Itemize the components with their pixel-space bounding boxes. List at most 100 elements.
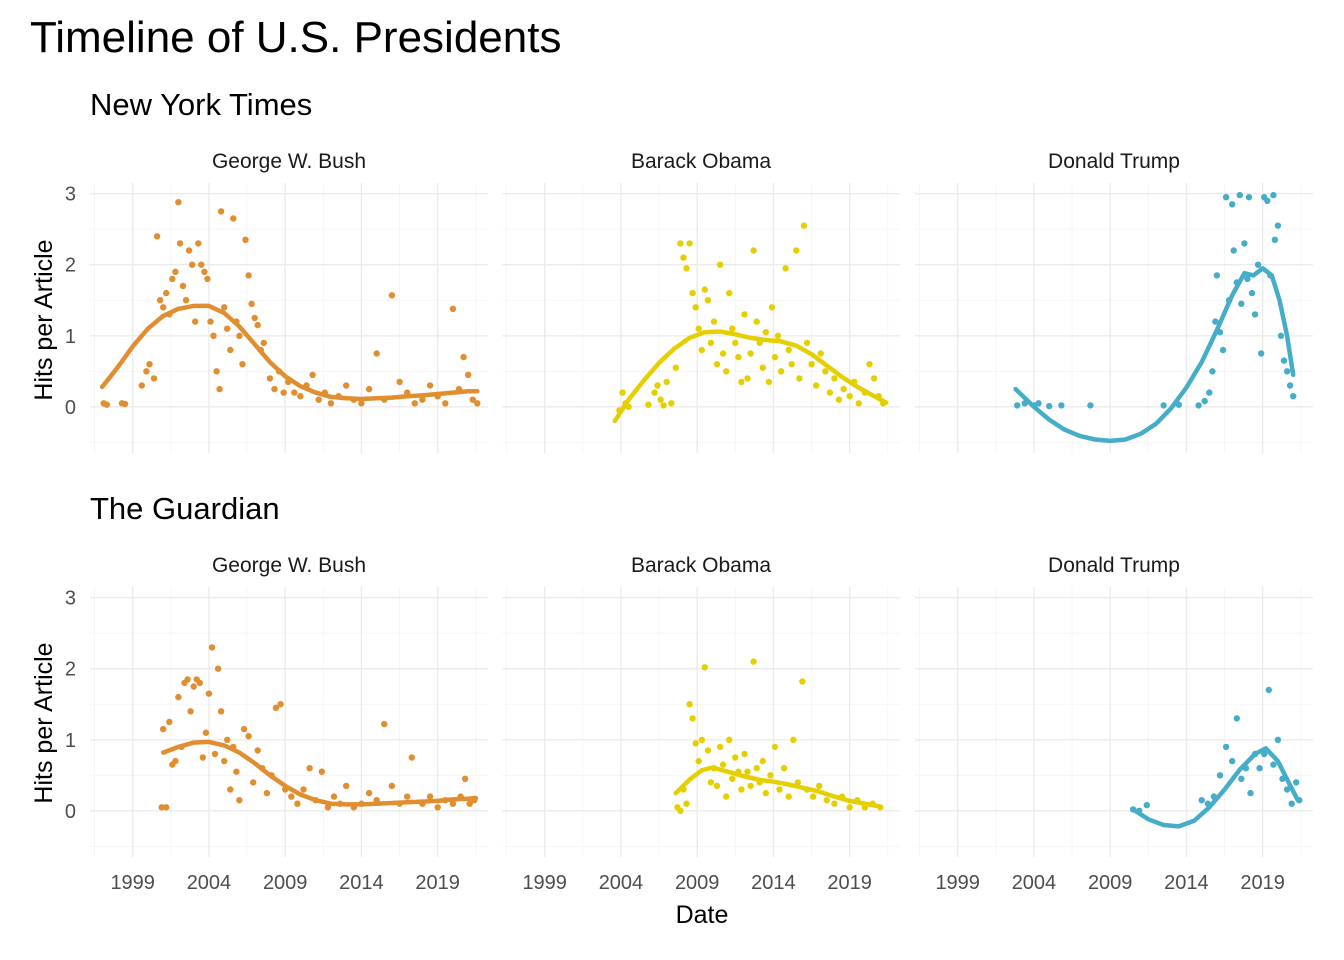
data-point — [227, 786, 234, 793]
data-point — [163, 289, 170, 297]
data-point — [192, 318, 199, 325]
data-point — [179, 282, 187, 290]
data-point — [224, 736, 231, 743]
data-point — [1046, 402, 1053, 410]
data-point — [1230, 247, 1237, 254]
data-point — [1283, 786, 1291, 793]
data-point — [461, 775, 469, 782]
y-axis-title-guardian: Hits per Article — [30, 642, 58, 803]
data-point — [800, 222, 808, 229]
data-point — [846, 804, 853, 811]
data-point — [1216, 772, 1224, 779]
data-point — [716, 743, 724, 751]
data-point — [1238, 300, 1245, 307]
data-point — [762, 329, 769, 336]
data-point — [1222, 743, 1230, 751]
data-point — [254, 747, 261, 754]
data-point — [1198, 797, 1205, 804]
data-point — [870, 375, 878, 382]
data-point — [840, 385, 847, 393]
data-point — [442, 400, 449, 407]
data-point — [750, 658, 757, 665]
y-tick-label: 0 — [65, 801, 76, 823]
data-point — [782, 265, 789, 272]
data-point — [799, 678, 806, 685]
data-point — [221, 757, 228, 765]
data-point — [831, 800, 838, 807]
data-point — [184, 676, 191, 683]
data-point — [729, 325, 736, 332]
data-point — [771, 743, 779, 751]
data-point — [166, 718, 173, 726]
data-point — [668, 400, 675, 407]
data-point — [713, 361, 721, 368]
data-point — [175, 693, 182, 701]
data-point — [324, 804, 332, 811]
data-point — [785, 346, 792, 354]
data-point — [1288, 800, 1295, 807]
panel-0-1: Barack Obama — [502, 150, 900, 453]
data-point — [762, 789, 769, 797]
data-point — [645, 401, 652, 408]
data-point — [1229, 201, 1236, 208]
data-point — [744, 768, 751, 775]
data-point — [1283, 368, 1291, 375]
data-point — [160, 304, 167, 311]
panel-strip-label: Barack Obama — [631, 150, 771, 173]
data-point — [449, 305, 457, 312]
x-tick-label: 2009 — [1088, 872, 1133, 894]
panel-strip-label: George W. Bush — [212, 150, 366, 173]
x-tick-label: 2019 — [827, 872, 872, 894]
data-point — [738, 786, 745, 793]
data-point — [426, 382, 434, 389]
data-point — [701, 664, 708, 671]
data-point — [1160, 402, 1167, 409]
data-point — [692, 740, 699, 747]
data-point — [236, 797, 243, 804]
data-point — [689, 289, 696, 297]
data-point — [1258, 350, 1265, 357]
data-point — [660, 402, 667, 409]
data-point — [855, 400, 862, 407]
data-point — [277, 701, 284, 708]
data-point — [809, 793, 817, 800]
data-point — [242, 236, 249, 243]
data-point — [309, 371, 316, 378]
data-point — [803, 339, 811, 347]
data-point — [465, 371, 472, 378]
data-point — [169, 275, 176, 283]
data-point — [771, 353, 779, 361]
data-point — [726, 736, 733, 743]
smooth-trend-line — [160, 739, 479, 807]
data-point — [826, 389, 834, 396]
data-point — [245, 272, 252, 279]
data-point — [695, 757, 702, 765]
y-axis-title-nyt: Hits per Article — [30, 239, 58, 400]
smooth-trend-line — [1013, 266, 1296, 444]
data-point — [747, 350, 754, 357]
x-axis-title: Date — [676, 901, 729, 929]
data-point — [263, 789, 271, 797]
data-point — [750, 247, 757, 254]
data-point — [239, 361, 246, 368]
x-tick-label: 2014 — [339, 872, 384, 894]
data-point — [808, 361, 815, 368]
data-point — [217, 708, 225, 715]
data-point — [768, 304, 776, 311]
y-tick-label: 2 — [65, 659, 76, 681]
data-point — [245, 733, 252, 740]
data-point — [695, 325, 702, 332]
x-tick-label: 1999 — [110, 872, 155, 894]
data-point — [1058, 402, 1065, 409]
data-point — [698, 346, 705, 354]
data-point — [271, 385, 278, 393]
data-point — [759, 757, 766, 765]
data-point — [153, 233, 161, 240]
data-point — [765, 378, 773, 386]
data-point — [692, 304, 699, 311]
data-point — [663, 378, 670, 386]
data-point — [796, 375, 803, 382]
data-point — [774, 332, 782, 339]
x-tick-label: 1999 — [935, 872, 980, 894]
data-point — [294, 800, 301, 807]
